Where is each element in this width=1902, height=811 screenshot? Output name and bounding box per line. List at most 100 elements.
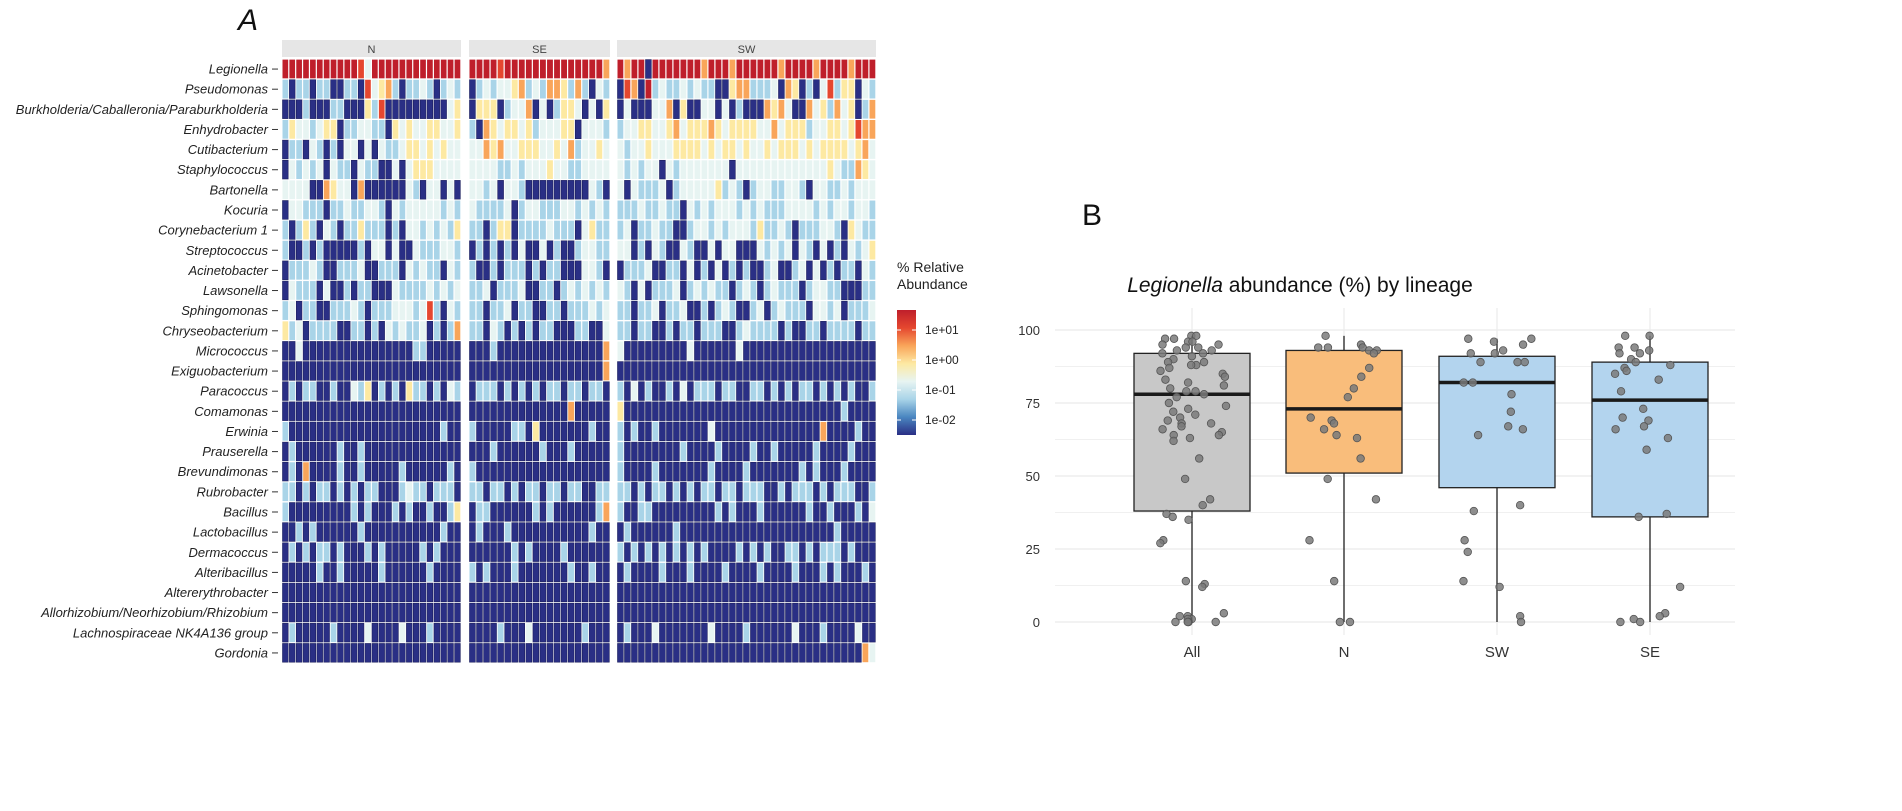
- heat-cell: [701, 59, 708, 79]
- heat-cell: [771, 341, 778, 361]
- data-point: [1211, 617, 1220, 627]
- heat-cell: [282, 341, 289, 361]
- heat-cell: [785, 99, 792, 119]
- heat-cell: [799, 99, 806, 119]
- heat-cell: [687, 602, 694, 623]
- data-point: [1498, 346, 1508, 355]
- heat-cell: [736, 401, 743, 421]
- heat-cell: [806, 502, 813, 522]
- heat-cell: [426, 401, 434, 421]
- heat-cell: [351, 99, 358, 119]
- heat-cell: [547, 381, 553, 401]
- data-point: [1662, 509, 1671, 519]
- heat-cell: [820, 79, 827, 99]
- heat-cell: [582, 321, 589, 341]
- heat-cell: [309, 361, 317, 381]
- heat-cell: [420, 301, 426, 320]
- heat-cell: [806, 341, 813, 361]
- heat-cell: [582, 160, 589, 179]
- heat-cell: [378, 502, 385, 522]
- heat-cell: [855, 623, 862, 643]
- heat-cell: [282, 461, 289, 482]
- heat-cell: [743, 79, 750, 99]
- heat-cell: [645, 502, 652, 522]
- heat-cell: [337, 220, 344, 240]
- heat-cell: [426, 421, 434, 442]
- heat-cell: [483, 341, 490, 361]
- data-point: [1219, 381, 1229, 390]
- heat-cell: [447, 341, 454, 361]
- heat-cell: [540, 160, 546, 179]
- heat-cell: [419, 522, 427, 542]
- box-All: [1133, 352, 1251, 512]
- heat-cell: [687, 341, 694, 361]
- heat-cell: [708, 502, 715, 522]
- heat-cell: [574, 421, 582, 442]
- heat-cell: [820, 381, 827, 401]
- heat-cell: [581, 441, 589, 462]
- heat-cell: [687, 180, 694, 200]
- heat-cell: [631, 99, 638, 119]
- heat-cell: [638, 582, 645, 603]
- heat-cell: [413, 240, 419, 260]
- heat-cell: [827, 502, 834, 522]
- heat-cell: [378, 200, 385, 220]
- heat-cell: [378, 220, 385, 240]
- heat-cell: [561, 542, 567, 562]
- heat-cell: [344, 120, 351, 139]
- heat-cell: [603, 220, 610, 240]
- heat-cell: [757, 280, 764, 301]
- heat-cell: [554, 200, 560, 220]
- heat-cell: [289, 140, 296, 159]
- heat-cell: [497, 220, 504, 240]
- heat-cell: [440, 522, 447, 542]
- heat-cell: [344, 341, 351, 361]
- heat-cell: [645, 562, 652, 582]
- heat-cell: [701, 623, 708, 643]
- heat-cell: [848, 341, 855, 361]
- heat-cell: [296, 120, 302, 139]
- data-point: [1635, 349, 1645, 358]
- heat-cell: [743, 200, 750, 220]
- heat-cell: [364, 562, 372, 582]
- heat-cell: [722, 643, 729, 663]
- heat-cell: [743, 542, 750, 562]
- heat-cell: [511, 562, 518, 582]
- heat-cell: [378, 280, 385, 301]
- heat-cell: [323, 542, 330, 562]
- heat-cell: [729, 220, 736, 240]
- heat-cell: [406, 341, 413, 361]
- heat-cell: [834, 160, 841, 179]
- heat-cell: [546, 180, 554, 200]
- heat-cell: [575, 281, 582, 300]
- heat-cell: [546, 240, 554, 260]
- heat-cell: [351, 461, 358, 482]
- heat-cell: [351, 482, 358, 502]
- heat-cell: [310, 140, 316, 159]
- heat-cell: [813, 301, 820, 320]
- heat-cell: [372, 79, 378, 99]
- heat-cell: [680, 442, 687, 461]
- data-point: [1169, 407, 1178, 416]
- heat-cell: [645, 542, 652, 562]
- heat-cell: [792, 562, 799, 582]
- heat-cell: [757, 522, 764, 542]
- heat-cell: [778, 59, 785, 79]
- heat-cell: [715, 582, 722, 603]
- heat-cell: [469, 321, 476, 341]
- heat-cell: [589, 401, 596, 421]
- heat-cell: [344, 240, 351, 260]
- heat-cell: [454, 79, 461, 99]
- heat-cell: [729, 401, 736, 421]
- heat-cell: [497, 160, 504, 179]
- heat-cell: [652, 240, 659, 260]
- heat-cell: [603, 240, 610, 260]
- heat-cell: [750, 99, 757, 119]
- heat-cell: [743, 180, 750, 200]
- heat-cell: [701, 321, 708, 341]
- heat-cell: [282, 200, 289, 220]
- heat-cell: [729, 643, 736, 663]
- heat-cell: [413, 381, 419, 401]
- heat-cell: [574, 180, 582, 200]
- heat-cell: [743, 502, 750, 522]
